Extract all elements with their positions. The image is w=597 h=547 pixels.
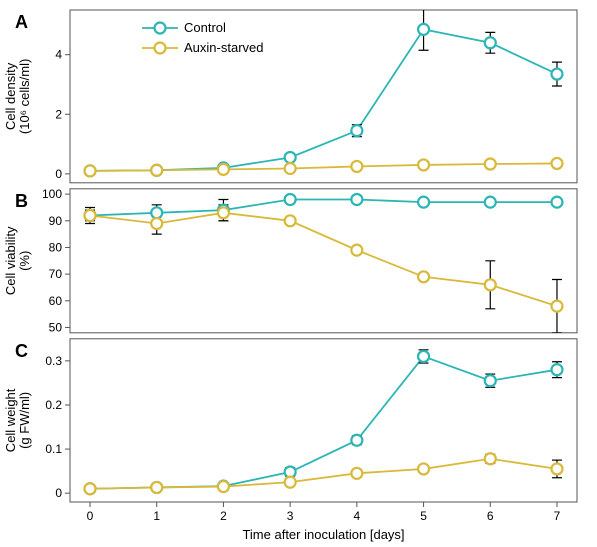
y-tick-label: 50 — [49, 320, 63, 334]
marker-auxin-starved — [485, 159, 496, 170]
y-tick-label: 90 — [49, 214, 63, 228]
marker-auxin-starved — [551, 158, 562, 169]
y-tick-label: 0.3 — [45, 354, 62, 368]
legend-marker — [155, 23, 166, 34]
marker-auxin-starved — [151, 218, 162, 229]
marker-control — [418, 197, 429, 208]
series-group — [85, 9, 563, 177]
marker-auxin-starved — [85, 210, 96, 221]
panel-B: 50 60 70 80 90 100 Cell viability(%) B — [3, 187, 577, 334]
y-tick-label: 0.2 — [45, 398, 62, 412]
marker-auxin-starved — [285, 215, 296, 226]
marker-control — [485, 375, 496, 386]
marker-auxin-starved — [418, 463, 429, 474]
marker-auxin-starved — [551, 463, 562, 474]
y-tick-label: 70 — [49, 267, 63, 281]
x-tick-label: 6 — [487, 509, 494, 523]
panel-label: A — [15, 12, 28, 32]
marker-control — [351, 435, 362, 446]
panel-A: 0 2 4 Cell density(10⁶ cells/ml) A Control Aux… — [3, 9, 577, 183]
marker-auxin-starved — [418, 271, 429, 282]
marker-auxin-starved — [85, 165, 96, 176]
marker-auxin-starved — [485, 453, 496, 464]
x-tick-label: 5 — [420, 509, 427, 523]
marker-control — [285, 194, 296, 205]
marker-control — [418, 351, 429, 362]
y-axis-title: Cell viability(%) — [3, 226, 32, 295]
marker-auxin-starved — [285, 163, 296, 174]
legend: Control Auxin-starved — [142, 20, 263, 55]
marker-control — [551, 197, 562, 208]
x-axis-title: Time after inoculation [days] — [242, 527, 404, 542]
x-tick-label: 2 — [220, 509, 227, 523]
x-tick-label: 0 — [87, 509, 94, 523]
panel-label: B — [15, 191, 28, 211]
legend-label: Auxin-starved — [184, 40, 263, 55]
y-tick-label: 0 — [55, 486, 62, 500]
multi-panel-chart: 0 2 4 Cell density(10⁶ cells/ml) A Control Aux… — [0, 0, 597, 547]
y-tick-label: 0.1 — [45, 442, 62, 456]
series-group — [85, 194, 563, 333]
x-tick-label: 7 — [554, 509, 561, 523]
y-axis-title: Cell weight(g FW/ml) — [3, 388, 32, 452]
marker-auxin-starved — [418, 159, 429, 170]
y-tick-label: 100 — [42, 187, 62, 201]
y-tick-label: 60 — [49, 294, 63, 308]
x-tick-label: 3 — [287, 509, 294, 523]
marker-control — [285, 152, 296, 163]
series-group — [85, 350, 563, 494]
marker-auxin-starved — [151, 165, 162, 176]
marker-control — [151, 207, 162, 218]
marker-auxin-starved — [218, 481, 229, 492]
marker-auxin-starved — [351, 468, 362, 479]
marker-control — [485, 37, 496, 48]
x-tick-label: 4 — [354, 509, 361, 523]
marker-auxin-starved — [285, 477, 296, 488]
marker-control — [351, 194, 362, 205]
y-tick-label: 0 — [55, 167, 62, 181]
panel-label: C — [15, 341, 28, 361]
marker-auxin-starved — [351, 161, 362, 172]
marker-control — [418, 24, 429, 35]
legend-marker — [155, 43, 166, 54]
panel-C: 0 0.1 0.2 0.3 Cell weight(g FW/ml) C 0 1 2 3 4 5 6 7 T… — [3, 339, 577, 542]
y-tick-label: 80 — [49, 240, 63, 254]
legend-label: Control — [184, 20, 226, 35]
marker-control — [551, 69, 562, 80]
marker-control — [485, 197, 496, 208]
y-axis-title: Cell density(10⁶ cells/ml) — [3, 59, 32, 134]
y-tick-label: 2 — [55, 107, 62, 121]
marker-auxin-starved — [551, 301, 562, 312]
panel-border — [70, 10, 577, 183]
marker-auxin-starved — [351, 245, 362, 256]
marker-auxin-starved — [218, 164, 229, 175]
marker-control — [551, 364, 562, 375]
panel-border — [70, 189, 577, 333]
x-tick-label: 1 — [153, 509, 160, 523]
marker-auxin-starved — [485, 279, 496, 290]
y-tick-label: 4 — [55, 48, 62, 62]
marker-auxin-starved — [218, 207, 229, 218]
marker-control — [351, 125, 362, 136]
marker-auxin-starved — [85, 483, 96, 494]
marker-auxin-starved — [151, 482, 162, 493]
